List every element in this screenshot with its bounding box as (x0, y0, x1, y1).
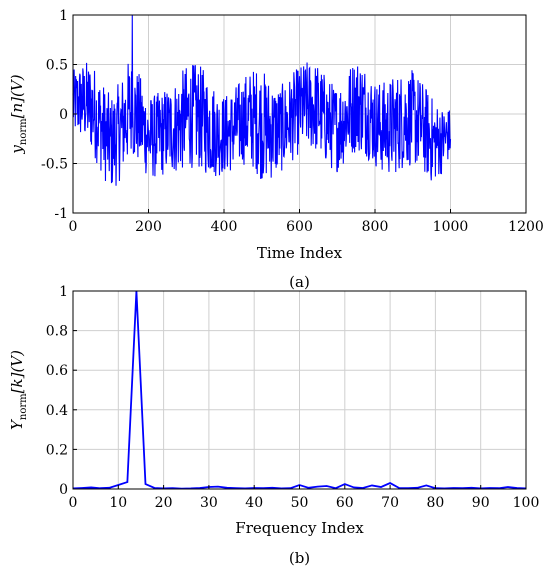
x-tick-label-3: 30 (200, 495, 218, 511)
x-tick-label-6: 60 (336, 495, 354, 511)
series-line-time (72, 14, 452, 186)
y-tick-label-2: 0.4 (46, 403, 68, 419)
chart-b-x-axis-label: Frequency Index (235, 519, 364, 537)
x-tick-label-5: 50 (291, 495, 309, 511)
x-tick-label-0: 0 (69, 219, 78, 235)
x-tick-label-9: 90 (472, 495, 490, 511)
y-tick-label-3: 0.6 (46, 363, 68, 379)
chart-b-ticks: 0 10 20 30 40 50 60 70 80 90 100 0 0.2 0.4 0.6 0.8 1 (46, 284, 540, 511)
y-tick-label-1: 0.2 (46, 442, 68, 458)
y-tick-label-2: 0 (59, 107, 68, 123)
chart-a-y-axis-label: ynorm[n](V) (8, 74, 29, 154)
x-tick-label-1: 10 (109, 495, 127, 511)
x-tick-label-4: 800 (362, 219, 389, 235)
chart-a-ticks: 0 200 400 600 800 1000 1200 -1 -0.5 0 0.5 1 (41, 8, 544, 235)
chart-a-series (72, 14, 452, 186)
y-tick-label-4: 1 (59, 8, 68, 24)
chart-a-x-axis-label: Time Index (257, 244, 343, 262)
y-tick-label-3: 0.5 (46, 58, 68, 74)
x-tick-label-2: 400 (211, 219, 238, 235)
y-tick-label-0: -1 (54, 206, 68, 222)
y-tick-label-4: 0.8 (46, 324, 68, 340)
chart-a: 0 200 400 600 800 1000 1200 -1 -0.5 0 0.5 1 Time In… (8, 8, 544, 291)
x-tick-label-0: 0 (69, 495, 78, 511)
y-tick-label-1: -0.5 (41, 157, 68, 173)
x-tick-label-3: 600 (286, 219, 313, 235)
x-tick-label-1: 200 (135, 219, 162, 235)
x-tick-label-5: 1000 (433, 219, 469, 235)
x-tick-label-6: 1200 (508, 219, 544, 235)
chart-b-y-axis-label: Ynorm[k](V) (8, 350, 29, 430)
x-tick-label-10: 100 (513, 495, 540, 511)
chart-b-caption: (b) (289, 549, 310, 567)
chart-a-caption: (a) (289, 273, 310, 291)
chart-b: 0 10 20 30 40 50 60 70 80 90 100 0 0.2 0.4 0.6 0.8 1 Fre… (8, 284, 539, 567)
y-tick-label-0: 0 (59, 482, 68, 498)
y-tick-label-5: 1 (59, 284, 68, 300)
x-tick-label-4: 40 (245, 495, 263, 511)
x-tick-label-2: 20 (155, 495, 173, 511)
x-tick-label-7: 70 (381, 495, 399, 511)
x-tick-label-8: 80 (426, 495, 444, 511)
